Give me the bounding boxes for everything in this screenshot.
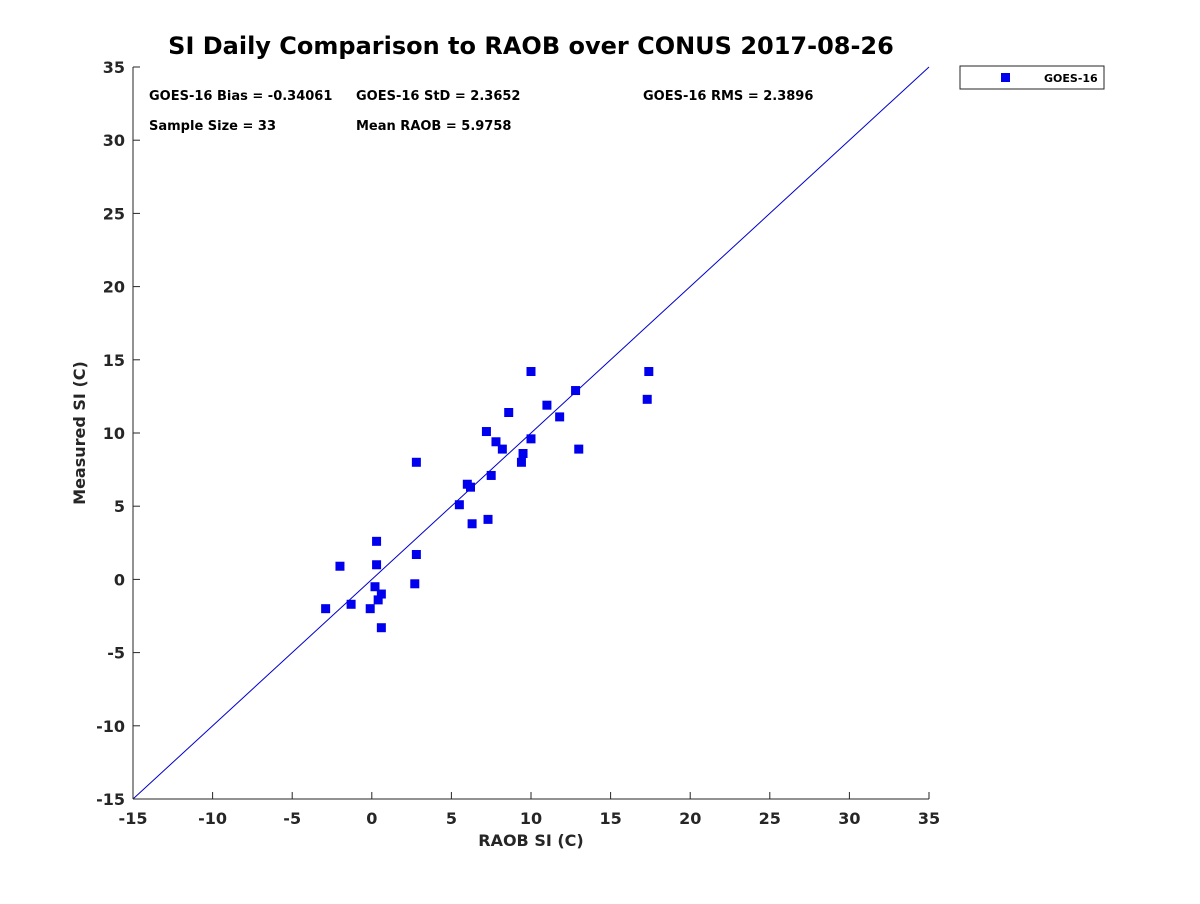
one-to-one-line — [132, 66, 930, 800]
data-point — [642, 394, 652, 404]
data-point — [372, 560, 382, 570]
x-tick-label: 25 — [759, 809, 781, 828]
data-point — [481, 427, 491, 437]
y-tick-label: 15 — [103, 351, 125, 370]
data-points — [321, 367, 654, 633]
y-tick-label: 5 — [114, 497, 125, 516]
legend-box — [959, 65, 1105, 90]
data-point — [411, 550, 421, 560]
y-tick-label: -5 — [107, 644, 125, 663]
sample-size-stat: Sample Size = 33 — [149, 119, 276, 134]
data-point — [497, 444, 507, 454]
data-point — [491, 437, 501, 447]
mean-raob-stat: Mean RAOB = 5.9758 — [356, 119, 511, 134]
data-point — [411, 457, 421, 467]
data-point — [542, 400, 552, 410]
data-point — [410, 579, 420, 589]
data-point — [346, 599, 356, 609]
data-point — [373, 595, 383, 605]
x-tick-label: 10 — [520, 809, 542, 828]
x-tick-label: 30 — [838, 809, 860, 828]
data-point — [454, 500, 464, 510]
data-point — [372, 536, 382, 546]
data-point — [644, 367, 654, 377]
x-tick-label: -15 — [119, 809, 148, 828]
data-point — [376, 589, 386, 599]
data-point — [526, 367, 536, 377]
data-point — [365, 604, 375, 614]
data-point — [466, 482, 476, 492]
data-point — [483, 514, 493, 524]
x-tick-label: 15 — [599, 809, 621, 828]
data-point — [335, 561, 345, 571]
data-point — [504, 408, 514, 418]
y-tick-label: -15 — [96, 790, 125, 809]
y-axis-label: Measured SI (C) — [70, 361, 89, 505]
data-point — [555, 412, 565, 422]
x-axis: -15 -10 -5 0 5 10 15 20 25 30 35 — [119, 792, 940, 828]
rms-stat: GOES-16 RMS = 2.3896 — [643, 89, 813, 104]
x-tick-label: 5 — [446, 809, 457, 828]
data-point — [321, 604, 331, 614]
legend-marker-goes16 — [1001, 73, 1010, 82]
data-point — [526, 434, 536, 444]
legend-label-goes16: GOES-16 — [1044, 72, 1098, 85]
data-point — [486, 470, 496, 480]
data-point — [574, 444, 584, 454]
y-tick-label: 0 — [114, 570, 125, 589]
x-tick-label: -5 — [283, 809, 301, 828]
chart-title: SI Daily Comparison to RAOB over CONUS 2… — [168, 32, 894, 60]
x-tick-label: 0 — [366, 809, 377, 828]
legend: GOES-16 — [959, 65, 1105, 90]
x-tick-label: -10 — [198, 809, 227, 828]
y-tick-label: 10 — [103, 424, 125, 443]
std-stat: GOES-16 StD = 2.3652 — [356, 89, 520, 104]
data-point — [518, 448, 528, 458]
y-tick-label: -10 — [96, 717, 125, 736]
y-tick-label: 30 — [103, 131, 125, 150]
data-point — [376, 623, 386, 633]
data-point — [467, 519, 477, 529]
x-tick-label: 20 — [679, 809, 701, 828]
y-tick-label: 20 — [103, 278, 125, 297]
data-point — [370, 582, 380, 592]
bias-stat: GOES-16 Bias = -0.34061 — [149, 89, 332, 104]
data-point — [516, 457, 526, 467]
x-axis-label: RAOB SI (C) — [478, 831, 583, 850]
y-tick-label: 35 — [103, 58, 125, 77]
y-axis: -15 -10 -5 0 5 10 15 20 25 30 35 — [96, 58, 140, 809]
x-tick-label: 35 — [918, 809, 940, 828]
data-point — [571, 386, 581, 396]
y-tick-label: 25 — [103, 204, 125, 223]
one-to-one-line-layer — [132, 66, 930, 800]
